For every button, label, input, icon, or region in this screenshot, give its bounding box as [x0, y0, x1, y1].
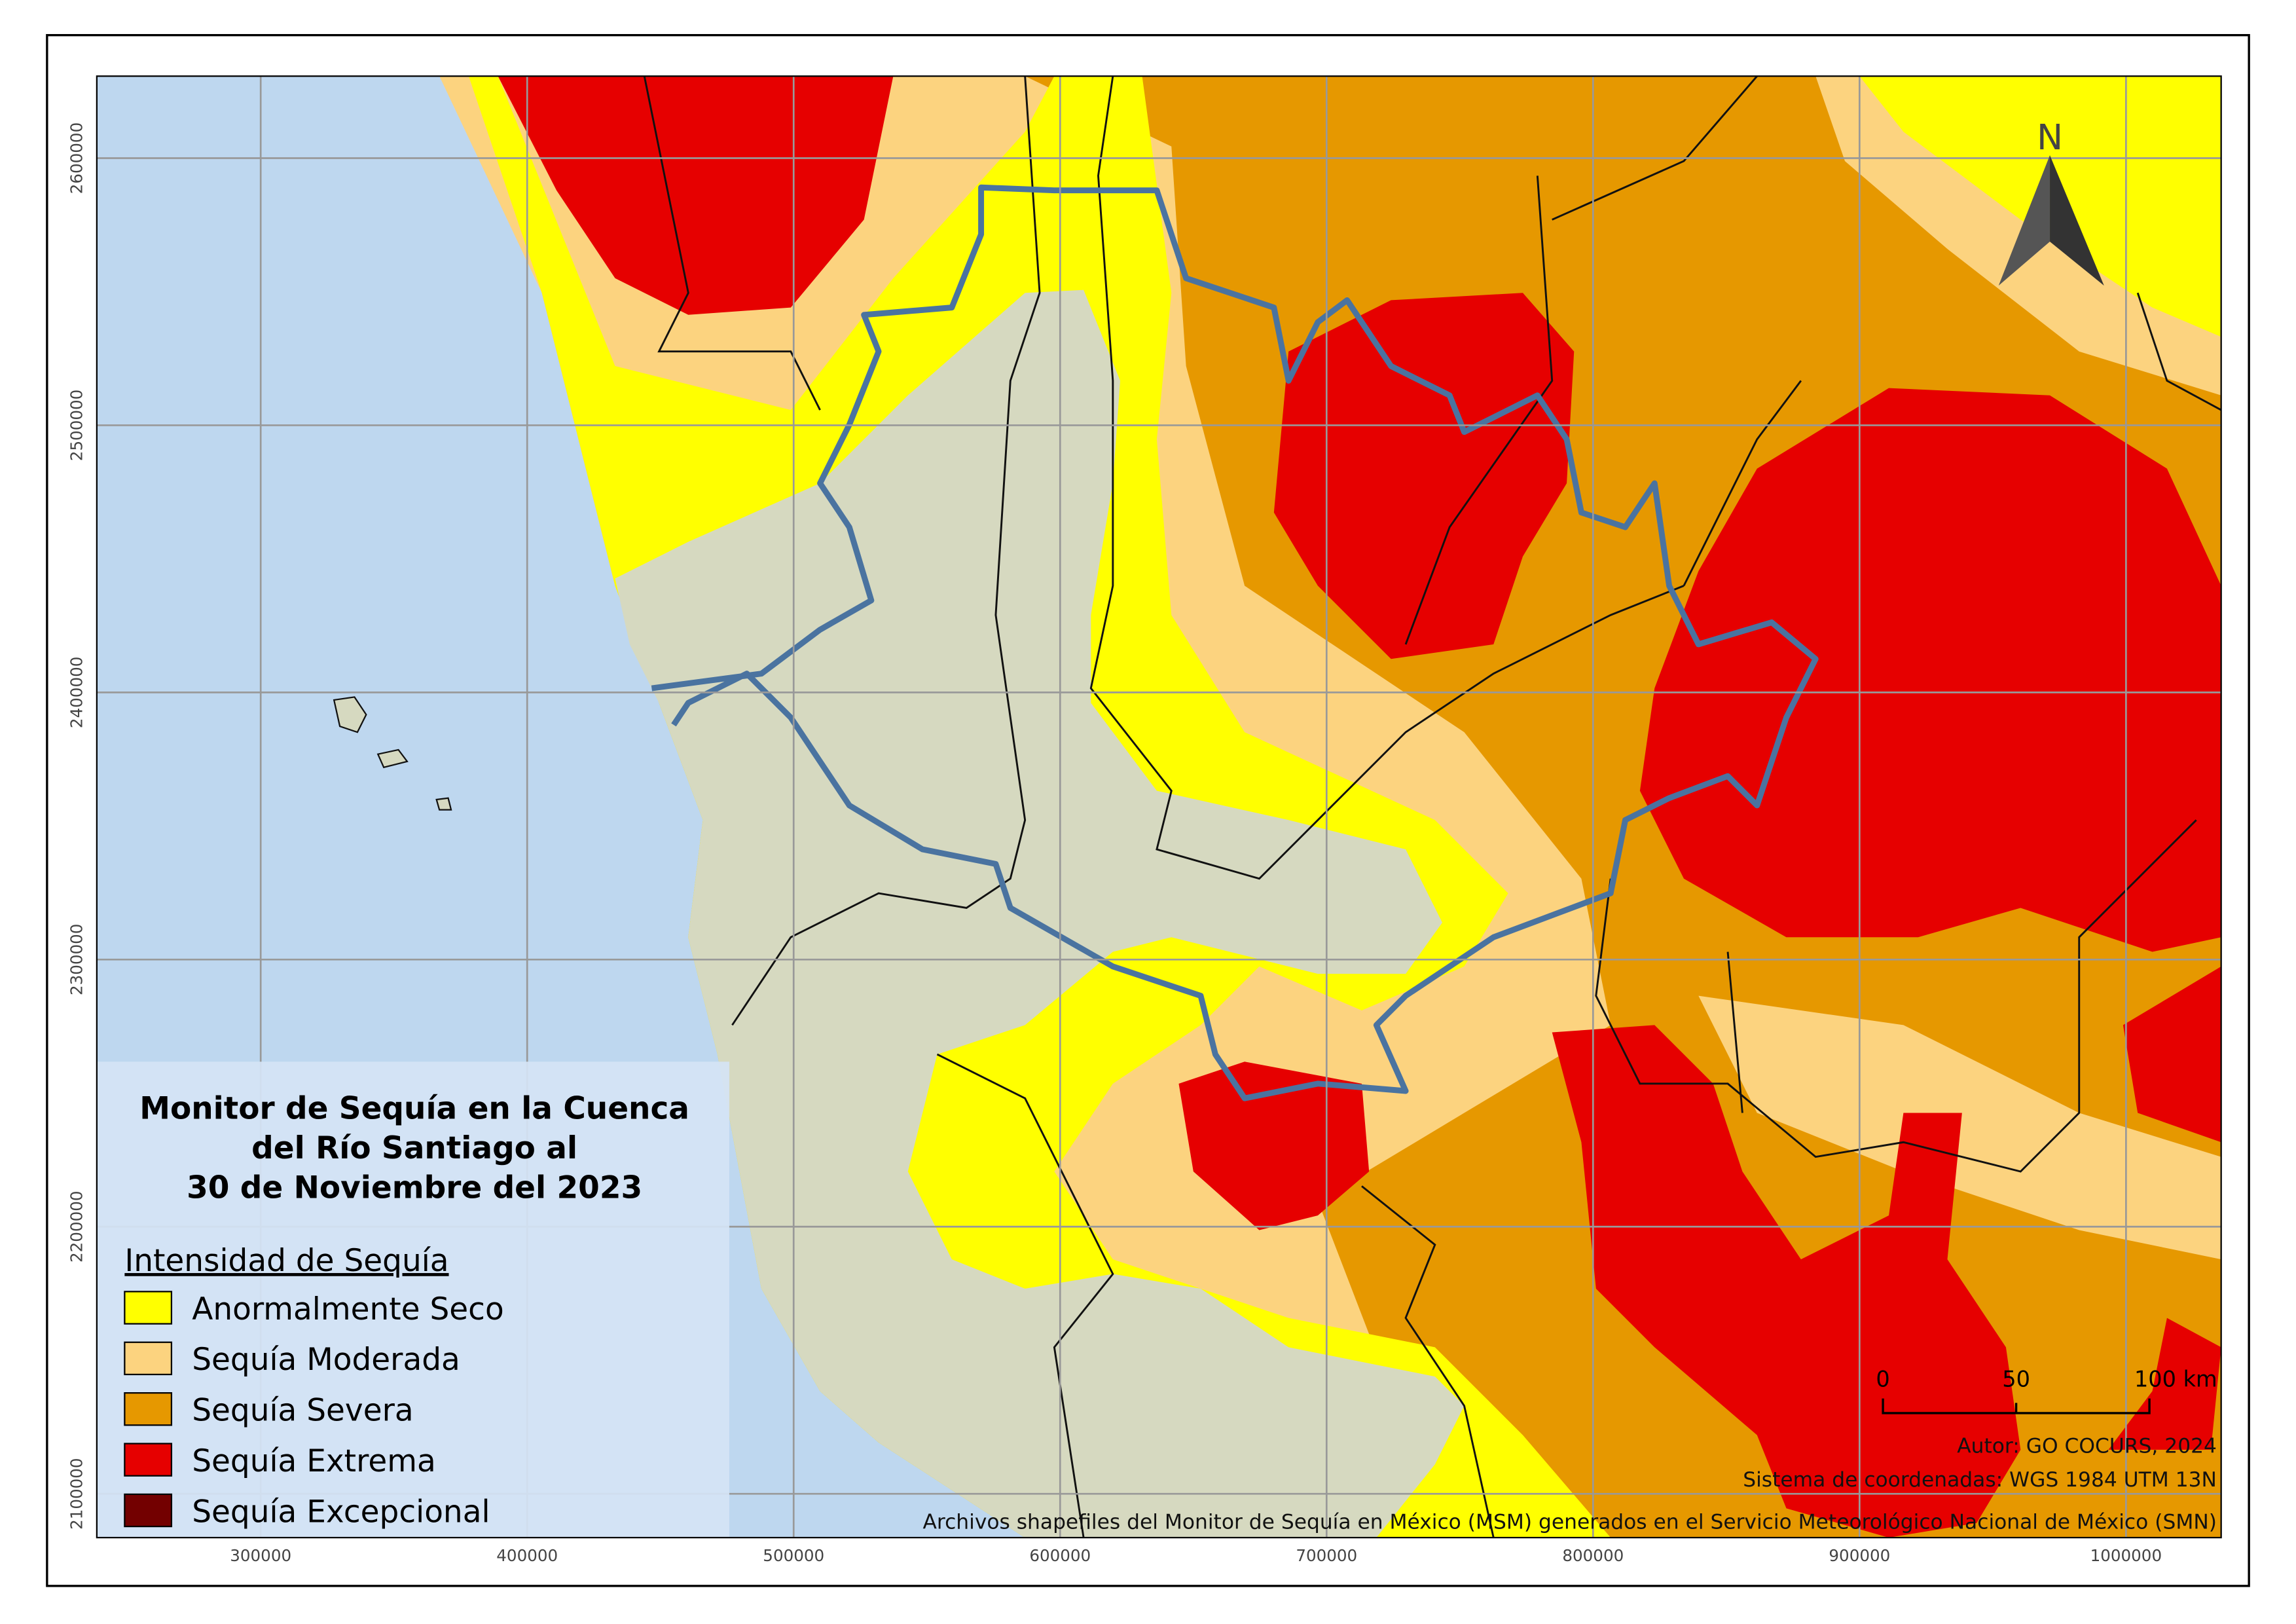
y-tick-label: 2200000: [67, 1190, 86, 1262]
drought-extreme: [1178, 1061, 1370, 1230]
x-tick-label: 700000: [1296, 1546, 1357, 1565]
y-tick-label: 2600000: [67, 122, 86, 194]
legend: Anormalmente Seco Sequía Moderada Sequía S…: [124, 1291, 504, 1530]
x-tick-label: 800000: [1562, 1546, 1624, 1565]
credit-line: Sistema de coordenadas: WGS 1984 UTM 13N: [1743, 1468, 2217, 1492]
legend-label: Sequía Extrema: [192, 1443, 436, 1479]
arrow-right: [2050, 155, 2104, 286]
legend-swatch: [124, 1341, 173, 1376]
scale-line: [1882, 1398, 2151, 1414]
legend-label: Sequía Moderada: [192, 1342, 460, 1378]
y-tick-label: 2100000: [67, 1458, 86, 1529]
legend-swatch: [124, 1392, 173, 1426]
basin-boundary: [651, 184, 1819, 1101]
map-frame: [96, 75, 2222, 1539]
y-tick-label: 2500000: [67, 390, 86, 461]
title-line: del Río Santiago al: [251, 1130, 577, 1166]
title-line: 30 de Noviembre del 2023: [187, 1170, 642, 1206]
scale-label: 0: [1876, 1367, 1889, 1392]
map-body: [96, 76, 2221, 1538]
north-arrow: N: [1998, 117, 2104, 286]
scale-label: 100 km: [2134, 1367, 2217, 1392]
y-tick-label: 2300000: [67, 924, 86, 995]
x-tick-label: 900000: [1829, 1546, 1890, 1565]
credit-line: Autor: GO COCURS, 2024: [1957, 1434, 2217, 1458]
title-line: Monitor de Sequía en la Cuenca: [139, 1090, 689, 1126]
drought-extreme: [2108, 966, 2221, 1450]
x-tick-label: 500000: [763, 1546, 824, 1565]
legend-label: Sequía Excepcional: [192, 1494, 490, 1530]
scale-label: 50: [2002, 1367, 2030, 1392]
legend-swatch: [124, 1493, 173, 1528]
legend-title: Intensidad de Sequía: [124, 1243, 448, 1279]
credits: Autor: GO COCURS, 2024 Sistema de coorde…: [923, 1434, 2217, 1534]
arrow-left: [1998, 155, 2050, 286]
legend-label: Anormalmente Seco: [192, 1291, 503, 1327]
x-tick-label: 600000: [1029, 1546, 1091, 1565]
legend-panel: [96, 1061, 729, 1538]
scale-bar: 0 50 100 km: [1876, 1367, 2217, 1414]
legend-swatch: [124, 1443, 173, 1477]
x-tick-label: 400000: [496, 1546, 558, 1565]
y-tick-label: 2400000: [67, 657, 86, 728]
map-title: Monitor de Sequía en la Cuenca del Río S…: [139, 1090, 689, 1206]
drought-extreme: [1639, 388, 2221, 952]
credit-line: Archivos shapefiles del Monitor de Sequí…: [923, 1511, 2217, 1534]
legend-label: Sequía Severa: [192, 1393, 413, 1429]
north-label: N: [2037, 117, 2063, 158]
islands: [333, 696, 452, 811]
x-tick-label: 1000000: [2090, 1546, 2162, 1565]
drought-extreme: [1552, 1025, 2021, 1538]
legend-swatch: [124, 1291, 173, 1325]
terrain: [615, 289, 1465, 1538]
drought-extreme: [1273, 293, 1575, 659]
x-tick-label: 300000: [230, 1546, 291, 1565]
ticks: 300000 400000 500000 600000 700000 800000 9000…: [67, 122, 2162, 1565]
